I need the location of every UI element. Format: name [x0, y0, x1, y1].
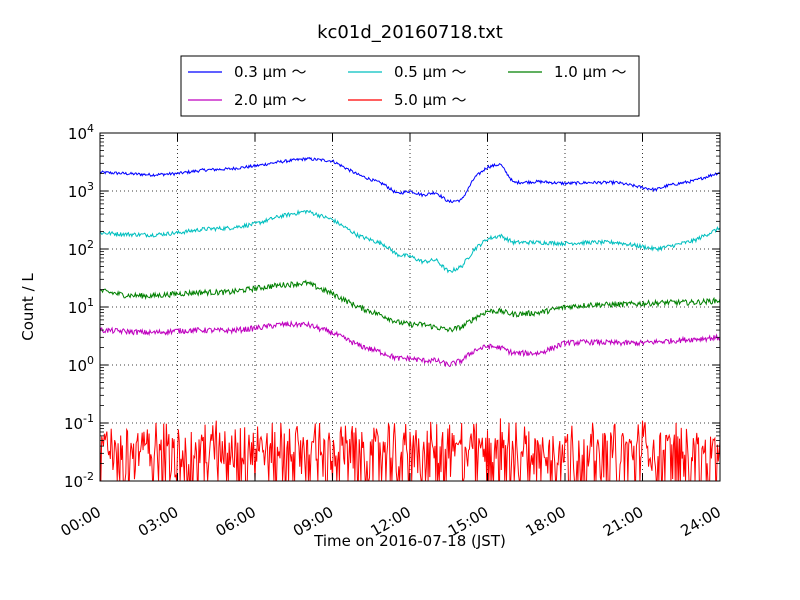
y-tick-label: 102	[68, 238, 94, 259]
legend-label: 2.0 μm ～	[234, 91, 307, 109]
x-axis-label: Time on 2016-07-18 (JST)	[313, 532, 506, 550]
y-tick-label: 10-2	[64, 470, 94, 491]
y-axis: 10-2 10-1 100 101 102 103 104	[64, 122, 720, 491]
legend-label: 0.5 μm ～	[394, 63, 467, 81]
series-line	[99, 156, 721, 204]
series-line	[99, 319, 721, 368]
series-line	[99, 209, 721, 274]
grid	[100, 133, 720, 481]
y-tick-label: 100	[68, 354, 94, 375]
series-line	[99, 279, 721, 333]
legend-label: 0.3 μm ～	[234, 63, 307, 81]
legend-label: 5.0 μm ～	[394, 91, 467, 109]
series-group	[99, 156, 721, 482]
y-axis-label: Count / L	[19, 273, 37, 341]
legend: 0.3 μm ～ 0.5 μm ～ 1.0 μm ～ 2.0 μm ～ 5.0 μm ～	[180, 55, 640, 117]
y-tick-label: 104	[68, 122, 94, 143]
y-tick-label: 103	[68, 180, 94, 201]
legend-label: 1.0 μm ～	[554, 63, 627, 81]
y-tick-label: 101	[68, 296, 94, 317]
legend-frame	[180, 55, 640, 117]
y-tick-label: 10-1	[64, 412, 94, 433]
chart-title: kc01d_20160718.txt	[317, 22, 503, 43]
